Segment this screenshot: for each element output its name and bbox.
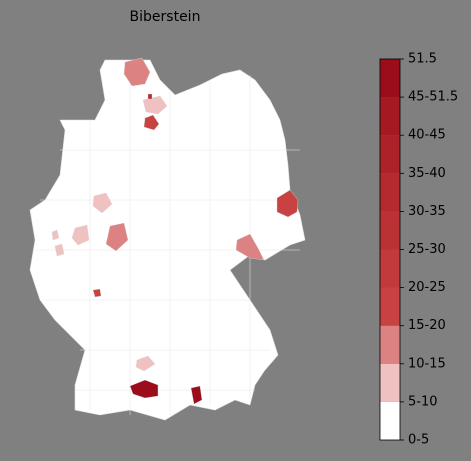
region	[235, 233, 265, 261]
colorbar-segment	[380, 173, 400, 212]
colorbar-segment	[380, 211, 400, 250]
colorbar-segment	[380, 59, 400, 98]
colorbar-label: 40-45	[408, 128, 446, 143]
region	[123, 57, 151, 87]
region	[147, 93, 153, 100]
region	[276, 189, 299, 218]
colorbar-segment	[380, 135, 400, 174]
colorbar-label: 45-51.5	[408, 90, 458, 105]
colorbar: 0-5 5-10 10-15 15-20 20-25 25-30 30-35 35-40 40-…	[379, 52, 458, 448]
region	[190, 385, 203, 405]
colorbar-label: 30-35	[408, 204, 446, 219]
region	[135, 355, 156, 372]
colorbar-label: 51.5	[408, 52, 437, 67]
colorbar-label: 10-15	[408, 356, 446, 371]
region	[51, 229, 65, 257]
region	[143, 114, 160, 131]
germany-map	[29, 57, 306, 421]
region	[105, 222, 129, 252]
district-borders	[35, 65, 300, 415]
map-title: Biberstein	[130, 9, 201, 25]
colorbar-label: 25-30	[408, 242, 446, 257]
colorbar-segment	[380, 401, 400, 440]
region	[92, 192, 113, 214]
colorbar-label: 20-25	[408, 280, 446, 295]
colorbar-segment	[380, 287, 400, 326]
colorbar-segment	[380, 249, 400, 288]
colorbar-label: 0-5	[408, 433, 429, 448]
colorbar-label: 15-20	[408, 318, 446, 333]
region	[92, 288, 102, 298]
colorbar-label: 5-10	[408, 394, 438, 409]
colorbar-segment	[380, 363, 400, 402]
colorbar-segment	[380, 97, 400, 136]
region	[142, 95, 168, 115]
region	[129, 379, 159, 399]
colorbar-segment	[380, 325, 400, 364]
colorbar-label: 35-40	[408, 166, 446, 181]
region	[71, 224, 90, 246]
